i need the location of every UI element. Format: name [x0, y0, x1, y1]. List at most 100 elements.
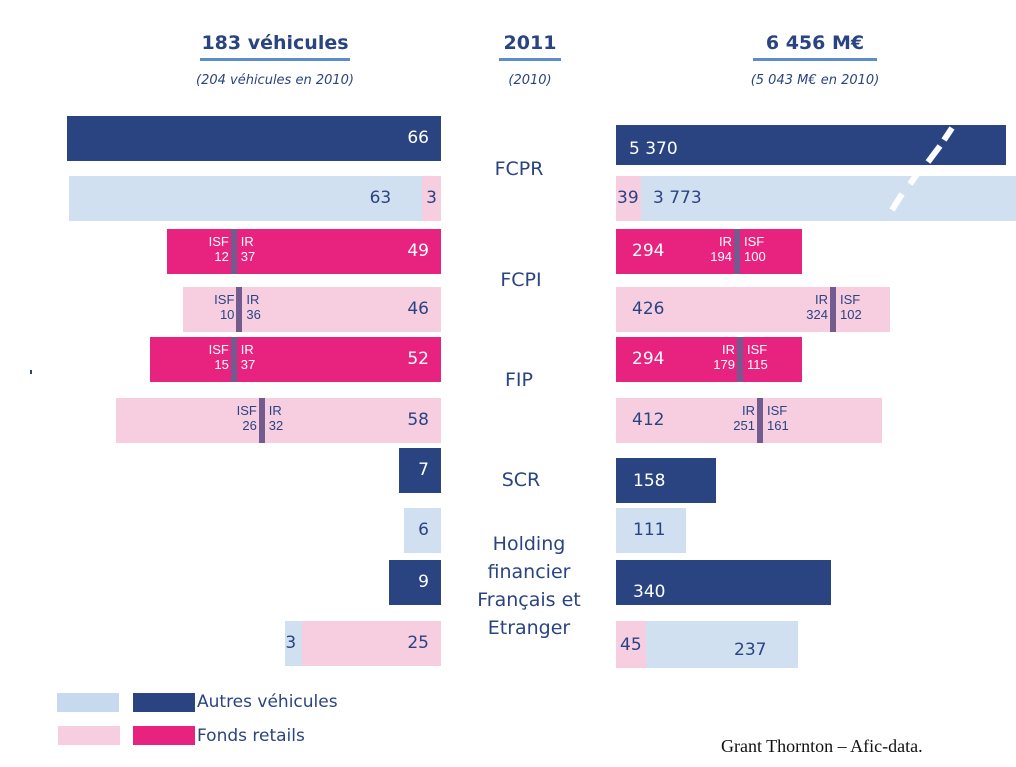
center-header: 2011 (2010)	[480, 32, 580, 88]
isf-label: ISF	[236, 403, 257, 418]
vehicle-value-autres: 63	[369, 188, 392, 208]
isf-value: 12	[214, 249, 229, 264]
legend-swatch-autres-2010	[57, 693, 119, 712]
right-panel-header: 6 456 M€ (5 043 M€ en 2010)	[720, 32, 910, 88]
isf-label: ISF	[214, 292, 235, 307]
category-label-fip: FIP	[505, 369, 533, 391]
vehicle-bar-retail-fip-2010	[116, 398, 441, 443]
vehicle-value-label: 49	[407, 241, 429, 261]
isf-value: 10	[219, 307, 235, 322]
ir-value: 37	[240, 249, 256, 264]
vehicle-value-label: 7	[418, 460, 429, 480]
amount-bar-autres	[641, 176, 1016, 221]
isf-label: ISF	[744, 234, 765, 249]
split-divider	[734, 229, 740, 274]
amount-value-label: 158	[633, 471, 666, 491]
category-label-scr: SCR	[501, 469, 541, 491]
year-underline	[499, 58, 561, 61]
vehicle-value-label: 66	[407, 128, 429, 148]
vehicle-value-label: 6	[418, 520, 429, 540]
vehicle-bar-autres	[389, 560, 441, 605]
ir-label: IR	[268, 403, 282, 418]
axis-break-dash	[889, 192, 905, 212]
isf-value: 115	[747, 357, 768, 372]
axis-break-dashes	[889, 126, 955, 212]
left-panel-header: 183 véhicules (204 véhicules en 2010)	[150, 32, 400, 88]
ir-label: IR	[742, 403, 755, 418]
isf-value: 26	[242, 418, 257, 433]
amount-bar-retail	[616, 621, 646, 668]
axis-break-dash	[925, 144, 943, 164]
vehicle-value-label: 52	[407, 349, 429, 369]
vehicle-value-retail: 25	[407, 633, 429, 653]
vehicle-value-label: 46	[407, 299, 429, 319]
category-label-fcpr: FCPR	[494, 158, 544, 180]
vehicle-bar-autres	[404, 508, 441, 553]
amount-bar-retail	[616, 337, 802, 382]
ir-label: IR	[240, 342, 254, 357]
amount-value-label: 5 370	[629, 139, 678, 159]
ir-label: IR	[240, 234, 254, 249]
ir-value: 32	[268, 418, 284, 433]
isf-value: 102	[840, 307, 862, 322]
ir-label: IR	[246, 292, 260, 307]
axis-break-dash	[941, 126, 955, 142]
amount-bar-autres	[616, 125, 1006, 165]
vehicle-bar-autres	[399, 448, 441, 493]
amount-value-label: 111	[633, 520, 666, 540]
vehicle-bar-autres	[285, 621, 303, 666]
legend-swatch-retail-2010	[58, 726, 120, 745]
isf-label: ISF	[840, 292, 861, 307]
amount-bar-retail	[616, 287, 890, 332]
legend-swatch-retail-2011	[133, 726, 195, 745]
ir-value: 179	[713, 357, 735, 372]
vehicle-bar-retail	[302, 621, 441, 666]
vehicle-bar-retail	[422, 176, 441, 221]
isf-value: 161	[767, 418, 789, 433]
left-panel-title: 183 véhicules	[201, 32, 349, 54]
amount-bar-autres	[616, 458, 716, 503]
vehicle-bar-retail-fcpi-2011	[166, 229, 441, 274]
split-divider	[737, 337, 743, 382]
isf-label: ISF	[208, 234, 229, 249]
isf-label: ISF	[747, 342, 768, 357]
amount-bar-autres	[616, 508, 686, 553]
isf-value: 100	[744, 249, 766, 264]
isf-value: 15	[214, 357, 229, 372]
vehicle-value-label: 9	[418, 572, 429, 592]
amount-value-autres: 237	[734, 640, 767, 660]
amount-value-label: 340	[633, 582, 666, 602]
source-note: Grant Thornton – Afic-data.	[721, 736, 923, 756]
ir-value: 324	[806, 307, 828, 322]
ir-label: IR	[719, 234, 732, 249]
ir-value: 251	[733, 418, 755, 433]
amount-value-autres: 3 773	[653, 188, 702, 208]
split-divider	[258, 398, 265, 443]
split-divider	[757, 398, 763, 443]
amount-value-label: 294	[632, 241, 665, 261]
isf-label: ISF	[208, 342, 229, 357]
vehicle-value-retail: 3	[426, 188, 437, 208]
axis-break-dash	[907, 168, 923, 186]
category-label-fcpi: FCPI	[500, 269, 542, 291]
right-panel-title: 6 456 M€	[765, 32, 865, 54]
amount-value-retail: 45	[620, 635, 642, 655]
amount-bar-autres	[646, 621, 798, 668]
ir-label: IR	[815, 292, 828, 307]
split-divider	[230, 337, 237, 382]
left-panel-underline	[200, 58, 350, 61]
vehicle-bar-retail-fcpi-2010	[183, 287, 441, 332]
vehicle-bar-retail-fip-2011	[149, 337, 441, 382]
amount-value-label: 294	[632, 349, 665, 369]
vehicle-bar-autres	[67, 116, 441, 161]
amount-value-label: 426	[632, 299, 665, 319]
amount-bar-retail	[616, 398, 882, 443]
year-title: 2011	[503, 32, 557, 54]
split-divider	[230, 229, 237, 274]
left-panel-subtitle: (204 véhicules en 2010)	[196, 73, 354, 88]
legend-label-retail: Fonds retails	[197, 726, 305, 746]
split-divider	[236, 287, 243, 332]
vehicle-value-label: 58	[407, 410, 429, 430]
legend-swatch-autres-2011	[133, 693, 195, 712]
amount-bar-retail	[616, 229, 802, 274]
